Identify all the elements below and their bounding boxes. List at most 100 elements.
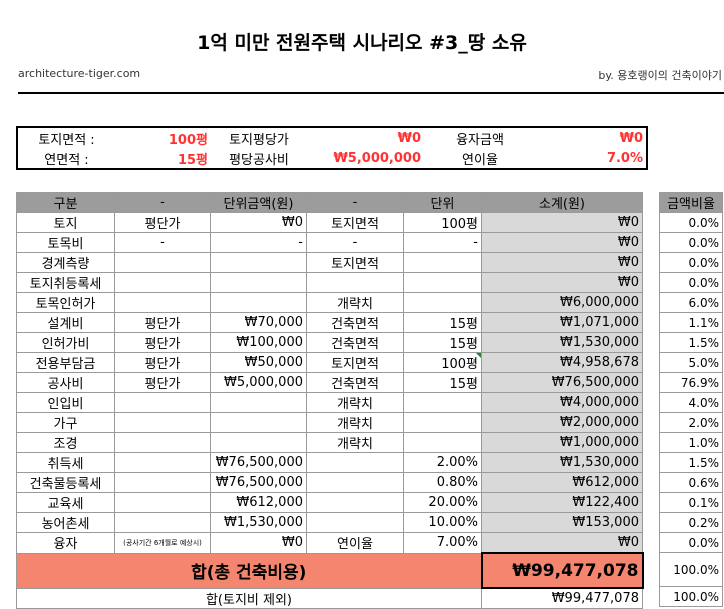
basis-cell[interactable] [114, 512, 211, 533]
ratio-cell[interactable]: 2.0% [659, 412, 723, 433]
unit-cell[interactable] [403, 272, 482, 293]
unit-amount-cell[interactable]: ₩76,500,000 [210, 472, 307, 493]
row-name-cell[interactable]: 설계비 [16, 312, 115, 333]
basis-cell[interactable]: 평단가 [114, 212, 211, 233]
basis-cell[interactable] [114, 492, 211, 513]
ratio-cell[interactable]: 0.0% [659, 212, 723, 233]
basis-cell[interactable]: 평단가 [114, 352, 211, 373]
ratio-cell[interactable]: 0.0% [659, 532, 723, 553]
basis2-cell[interactable]: 개략치 [306, 432, 404, 453]
basis2-cell[interactable]: 개략치 [306, 392, 404, 413]
row-name-cell[interactable]: 취득세 [16, 452, 115, 473]
row-name-cell[interactable]: 가구 [16, 412, 115, 433]
unit-cost-value[interactable]: ₩5,000,000 [333, 150, 421, 166]
excl-value[interactable]: ₩99,477,078 [481, 587, 643, 609]
unit-cell[interactable]: 15평 [403, 312, 482, 333]
unit-amount-cell[interactable]: ₩70,000 [210, 312, 307, 333]
row-name-cell[interactable]: 토지취등록세 [16, 272, 115, 293]
basis-cell[interactable] [114, 412, 211, 433]
subtotal-cell[interactable]: ₩2,000,000 [481, 412, 643, 433]
ratio-cell[interactable]: 0.1% [659, 492, 723, 513]
row-name-cell[interactable]: 공사비 [16, 372, 115, 393]
ratio-cell[interactable]: 76.9% [659, 372, 723, 393]
basis-cell[interactable] [114, 292, 211, 313]
row-name-cell[interactable]: 교육세 [16, 492, 115, 513]
subtotal-cell[interactable]: ₩0 [481, 272, 643, 293]
ratio-cell[interactable]: 1.0% [659, 432, 723, 453]
unit-amount-cell[interactable]: ₩100,000 [210, 332, 307, 353]
unit-amount-cell[interactable]: ₩612,000 [210, 492, 307, 513]
subtotal-cell[interactable]: ₩4,000,000 [481, 392, 643, 413]
basis2-cell[interactable]: 개략치 [306, 292, 404, 313]
subtotal-cell[interactable]: ₩1,000,000 [481, 432, 643, 453]
unit-amount-cell[interactable]: ₩50,000 [210, 352, 307, 373]
ratio-cell[interactable]: 0.0% [659, 272, 723, 293]
basis2-cell[interactable]: 토지면적 [306, 212, 404, 233]
basis-cell[interactable]: - [114, 232, 211, 253]
subtotal-cell[interactable]: ₩0 [481, 532, 643, 554]
basis-cell[interactable]: 평단가 [114, 372, 211, 393]
row-name-cell[interactable]: 전용부담금 [16, 352, 115, 373]
floor-area-value[interactable]: 15평 [177, 152, 208, 168]
land-price-value[interactable]: ₩0 [397, 130, 421, 146]
unit-amount-cell[interactable]: ₩0 [210, 532, 307, 554]
basis2-cell[interactable]: 토지면적 [306, 252, 404, 273]
unit-amount-cell[interactable]: ₩0 [210, 212, 307, 233]
basis-cell[interactable] [114, 272, 211, 293]
basis2-cell[interactable]: 연이율 [306, 532, 404, 554]
total-value[interactable]: ₩99,477,078 [480, 552, 644, 589]
unit-cell[interactable]: 15평 [403, 372, 482, 393]
subtotal-cell[interactable]: ₩1,071,000 [481, 312, 643, 333]
row-name-cell[interactable]: 토목인허가 [16, 292, 115, 313]
unit-amount-cell[interactable]: ₩76,500,000 [210, 452, 307, 473]
ratio-cell[interactable]: 0.0% [659, 252, 723, 273]
row-name-cell[interactable]: 인입비 [16, 392, 115, 413]
unit-amount-cell[interactable] [210, 272, 307, 293]
subtotal-cell[interactable]: ₩4,958,678 [481, 352, 643, 373]
ratio-total[interactable]: 100.0% [659, 552, 723, 587]
ratio-cell[interactable]: 1.5% [659, 332, 723, 353]
unit-cell[interactable]: 10.00% [403, 512, 482, 533]
unit-cell[interactable] [403, 252, 482, 273]
subtotal-cell[interactable]: ₩0 [481, 212, 643, 233]
basis-cell[interactable] [114, 472, 211, 493]
unit-cell[interactable] [403, 412, 482, 433]
ratio-cell[interactable]: 0.0% [659, 232, 723, 253]
row-name-cell[interactable]: 농어촌세 [16, 512, 115, 533]
unit-cell[interactable]: 100평 [403, 212, 482, 233]
row-name-cell[interactable]: 융자 [16, 532, 115, 554]
basis2-cell[interactable] [306, 452, 404, 473]
basis2-cell[interactable]: 건축면적 [306, 312, 404, 333]
basis-cell[interactable] [114, 392, 211, 413]
unit-cell[interactable]: 2.00% [403, 452, 482, 473]
subtotal-cell[interactable]: ₩0 [481, 252, 643, 273]
basis2-cell[interactable] [306, 492, 404, 513]
ratio-cell[interactable]: 1.1% [659, 312, 723, 333]
land-area-value[interactable]: 100평 [168, 132, 208, 148]
basis-cell[interactable] [114, 252, 211, 273]
unit-amount-cell[interactable] [210, 292, 307, 313]
ratio-cell[interactable]: 5.0% [659, 352, 723, 373]
unit-amount-cell[interactable] [210, 252, 307, 273]
unit-cell[interactable]: 0.80% [403, 472, 482, 493]
ratio-cell[interactable]: 0.6% [659, 472, 723, 493]
subtotal-cell[interactable]: ₩612,000 [481, 472, 643, 493]
basis2-cell[interactable] [306, 272, 404, 293]
row-name-cell[interactable]: 경계측량 [16, 252, 115, 273]
row-name-cell[interactable]: 토목비 [16, 232, 115, 253]
basis2-cell[interactable]: 개략치 [306, 412, 404, 433]
basis-cell[interactable]: (공사기간 6개월로 예상시) [114, 532, 211, 554]
unit-amount-cell[interactable] [210, 412, 307, 433]
basis2-cell[interactable]: 토지면적 [306, 352, 404, 373]
unit-cell[interactable]: 7.00% [403, 532, 482, 554]
unit-amount-cell[interactable]: ₩1,530,000 [210, 512, 307, 533]
unit-cell[interactable]: 100평 [403, 352, 482, 373]
ratio-cell[interactable]: 6.0% [659, 292, 723, 313]
subtotal-cell[interactable]: ₩153,000 [481, 512, 643, 533]
unit-amount-cell[interactable]: - [210, 232, 307, 253]
subtotal-cell[interactable]: ₩1,530,000 [481, 452, 643, 473]
unit-cell[interactable] [403, 292, 482, 313]
row-name-cell[interactable]: 건축물등록세 [16, 472, 115, 493]
basis-cell[interactable]: 평단가 [114, 312, 211, 333]
basis2-cell[interactable] [306, 512, 404, 533]
